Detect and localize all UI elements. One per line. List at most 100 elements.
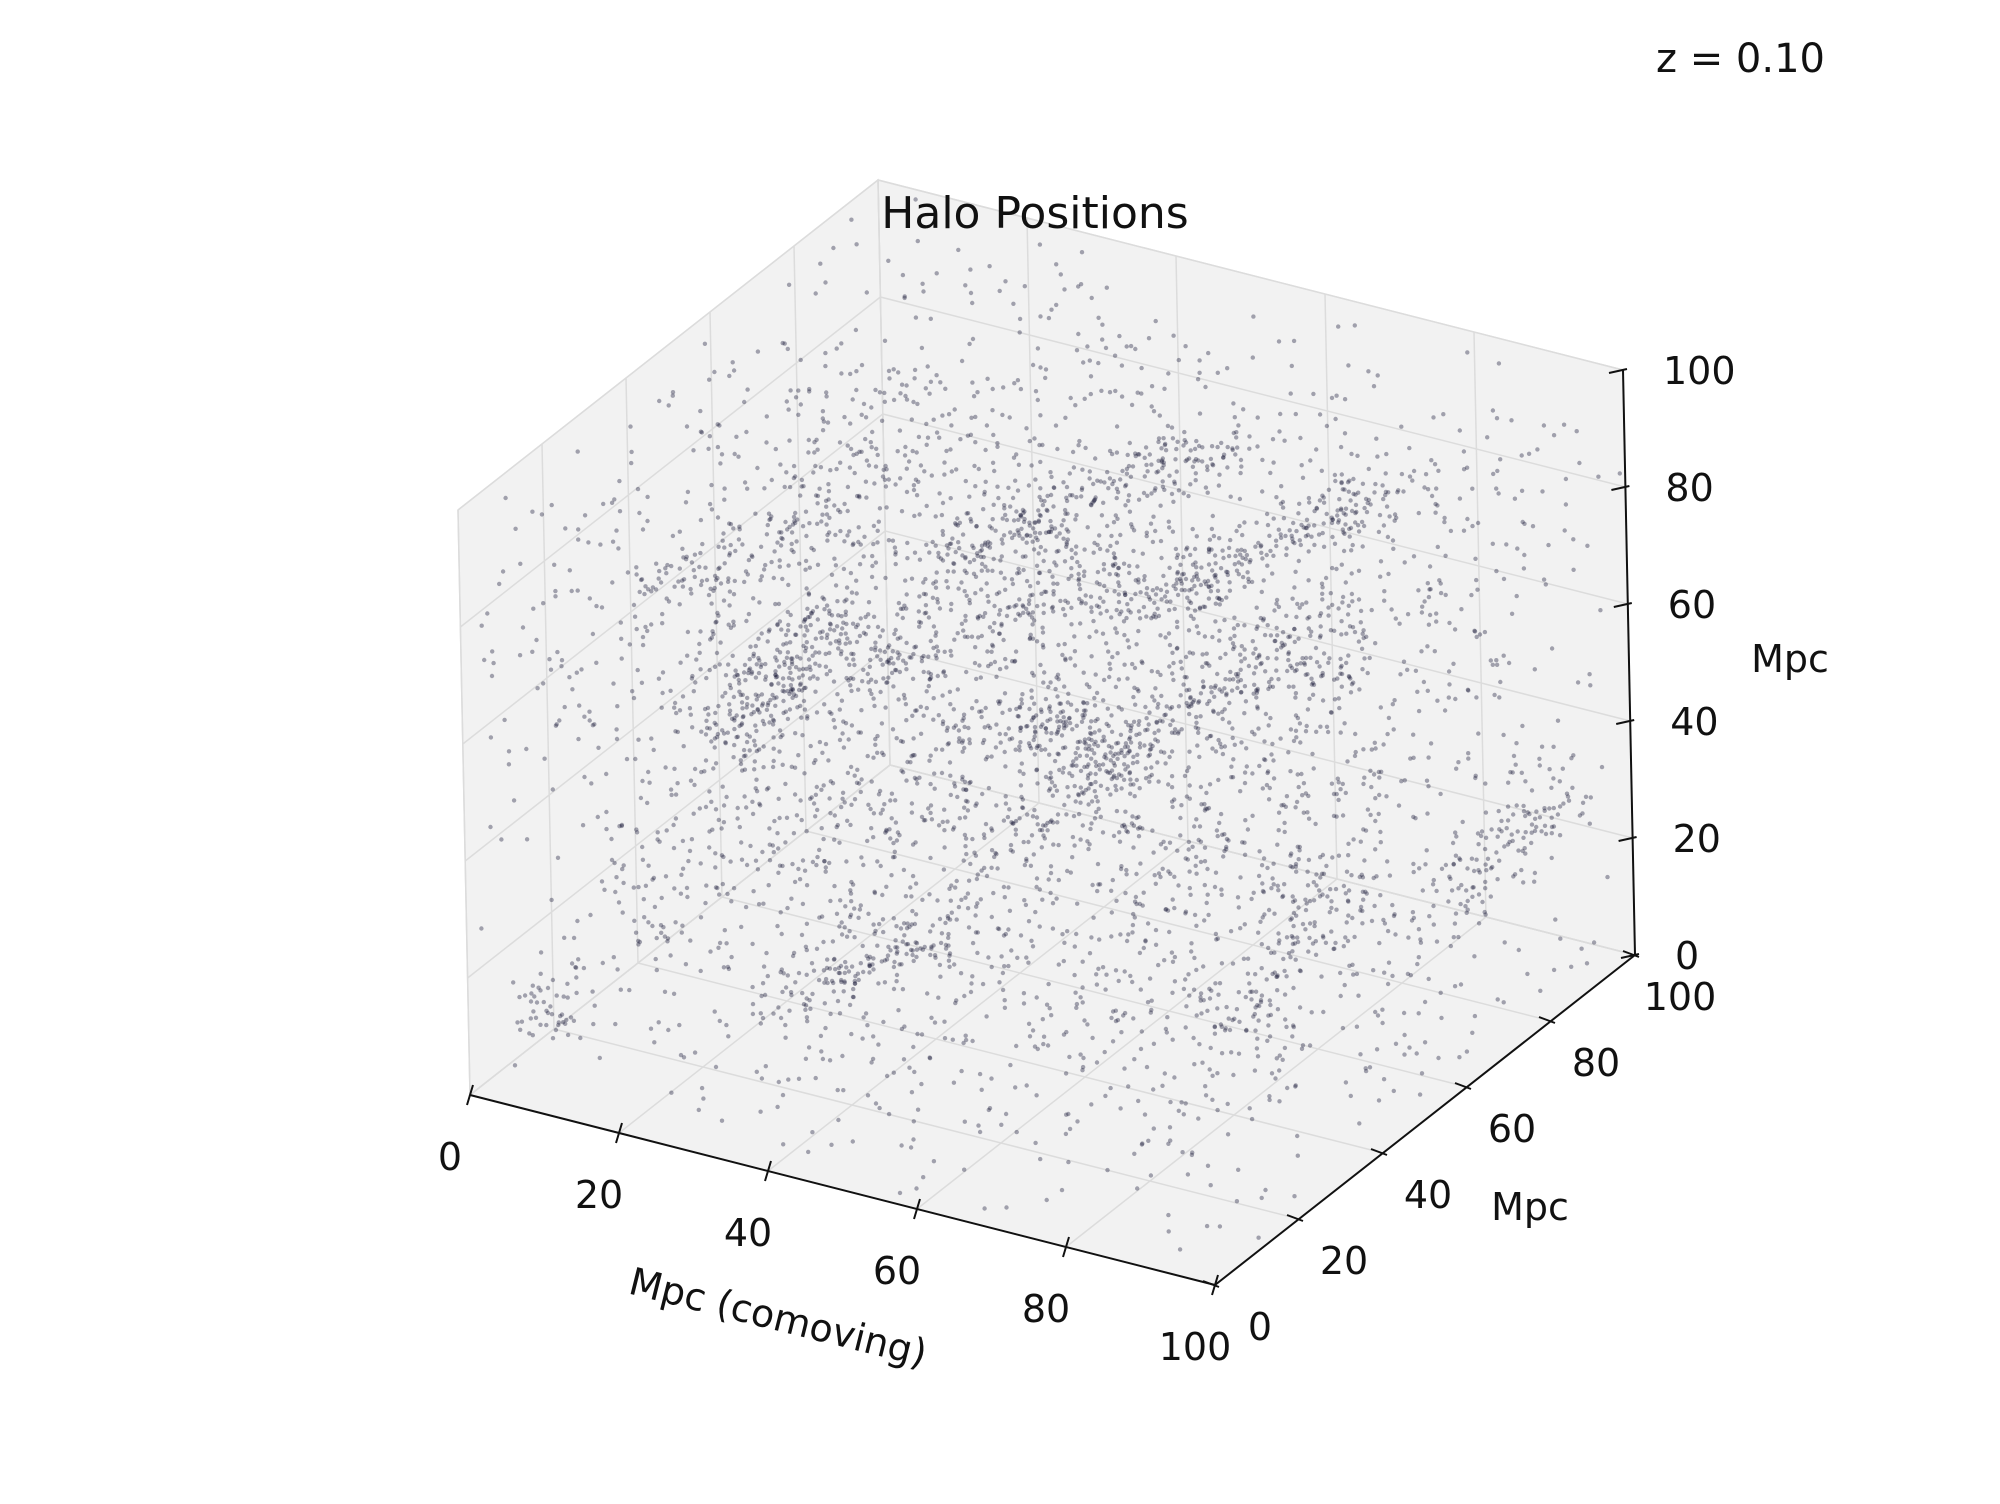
halo-point: [1026, 1021, 1032, 1026]
halo-point: [1156, 436, 1162, 441]
halo-point: [1136, 689, 1141, 694]
halo-point: [1076, 443, 1081, 448]
halo-point: [549, 897, 554, 903]
halo-point: [937, 435, 942, 440]
halo-point: [1246, 579, 1251, 585]
halo-point: [849, 964, 855, 969]
halo-point: [517, 994, 522, 1000]
halo-point: [979, 561, 985, 567]
halo-point: [1032, 734, 1037, 739]
halo-point: [1223, 1026, 1228, 1031]
halo-point: [1320, 585, 1325, 590]
halo-point: [645, 494, 650, 500]
halo-point: [1457, 496, 1463, 501]
halo-point: [742, 579, 747, 585]
halo-point: [1268, 950, 1274, 955]
halo-point: [793, 510, 798, 516]
halo-point: [640, 527, 646, 532]
scatter-points: [479, 197, 1623, 1252]
halo-point: [1064, 484, 1070, 490]
halo-point: [548, 667, 554, 672]
halo-point: [1411, 915, 1417, 921]
halo-point: [863, 1011, 869, 1016]
halo-point: [963, 1037, 969, 1043]
halo-point: [1037, 887, 1043, 892]
halo-point: [704, 718, 709, 723]
halo-point: [886, 368, 892, 374]
halo-point: [1245, 971, 1251, 976]
halo-point: [878, 811, 883, 816]
halo-point: [1154, 470, 1159, 475]
halo-point: [1081, 1055, 1086, 1061]
halo-point: [780, 733, 785, 738]
halo-point: [815, 447, 820, 452]
halo-point: [691, 811, 696, 816]
halo-point: [1027, 438, 1033, 444]
halo-point: [707, 829, 712, 834]
halo-point: [1203, 581, 1209, 587]
halo-point: [754, 662, 759, 667]
halo-point: [1408, 756, 1413, 761]
halo-point: [1387, 873, 1393, 878]
halo-point: [802, 685, 807, 691]
halo-point: [820, 629, 825, 634]
halo-point: [1024, 856, 1029, 862]
halo-point: [809, 545, 814, 551]
halo-point: [1185, 857, 1191, 862]
halo-point: [940, 721, 946, 727]
halo-point: [1092, 703, 1098, 708]
halo-point: [904, 606, 909, 611]
halo-point: [1297, 1005, 1303, 1010]
halo-point: [1222, 832, 1227, 837]
halo-point: [914, 450, 919, 455]
halo-point: [907, 1065, 912, 1070]
halo-point: [1291, 338, 1297, 344]
halo-point: [1082, 569, 1087, 574]
halo-point: [837, 707, 842, 712]
halo-point: [1152, 600, 1157, 605]
halo-point: [1054, 788, 1060, 793]
halo-point: [1361, 827, 1366, 832]
halo-point: [791, 463, 797, 469]
halo-point: [1282, 968, 1287, 974]
halo-point: [1089, 654, 1094, 659]
halo-point: [1239, 659, 1244, 664]
halo-point: [1184, 1004, 1189, 1009]
halo-point: [987, 725, 993, 731]
halo-point: [1026, 960, 1031, 965]
halo-point: [1280, 643, 1286, 648]
halo-point: [1266, 907, 1272, 913]
halo-point: [845, 443, 850, 448]
halo-point: [513, 526, 518, 531]
halo-point: [1084, 753, 1090, 758]
halo-point: [1043, 589, 1049, 595]
halo-point: [1038, 724, 1044, 729]
halo-point: [731, 694, 737, 700]
halo-point: [1330, 517, 1336, 522]
halo-point: [1192, 574, 1197, 580]
halo-point: [1423, 472, 1429, 477]
halo-point: [1102, 738, 1107, 743]
halo-point: [1096, 806, 1101, 811]
halo-point: [1205, 806, 1210, 812]
halo-point: [1118, 732, 1124, 737]
halo-point: [1076, 576, 1082, 581]
halo-point: [1109, 533, 1114, 539]
halo-point: [1281, 802, 1286, 808]
halo-point: [1328, 887, 1333, 892]
halo-point: [1523, 813, 1528, 819]
halo-point: [1150, 743, 1155, 749]
halo-point: [797, 877, 803, 882]
halo-point: [642, 915, 647, 920]
halo-point: [1185, 545, 1190, 550]
halo-point: [1013, 747, 1018, 752]
halo-point: [1224, 836, 1230, 842]
halo-point: [1339, 507, 1344, 513]
halo-point: [660, 611, 665, 617]
halo-point: [785, 905, 790, 911]
halo-point: [1547, 767, 1552, 772]
halo-point: [1052, 560, 1057, 565]
halo-point: [1257, 763, 1262, 769]
halo-point: [731, 886, 737, 891]
halo-point: [1119, 750, 1124, 755]
